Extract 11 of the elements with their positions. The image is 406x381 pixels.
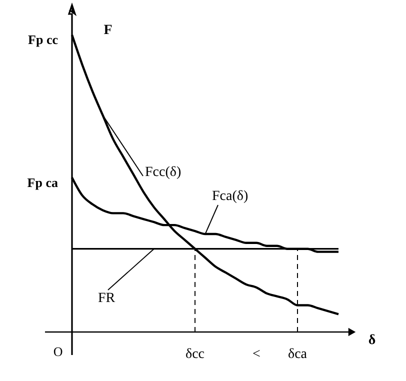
x-tick-label: < (252, 347, 261, 362)
series-label: Fcc(δ) (145, 165, 182, 180)
text: Fp cc (28, 32, 58, 47)
x-axis-title: δ (368, 333, 376, 348)
y-axis-title: F (104, 23, 112, 38)
text: O (53, 344, 63, 359)
x-tick-label: δca (288, 347, 308, 362)
x-tick-label: δcc (185, 347, 205, 362)
text: Fca(δ) (212, 189, 248, 204)
text: Fp ca (27, 175, 58, 190)
text: FR (98, 291, 116, 306)
